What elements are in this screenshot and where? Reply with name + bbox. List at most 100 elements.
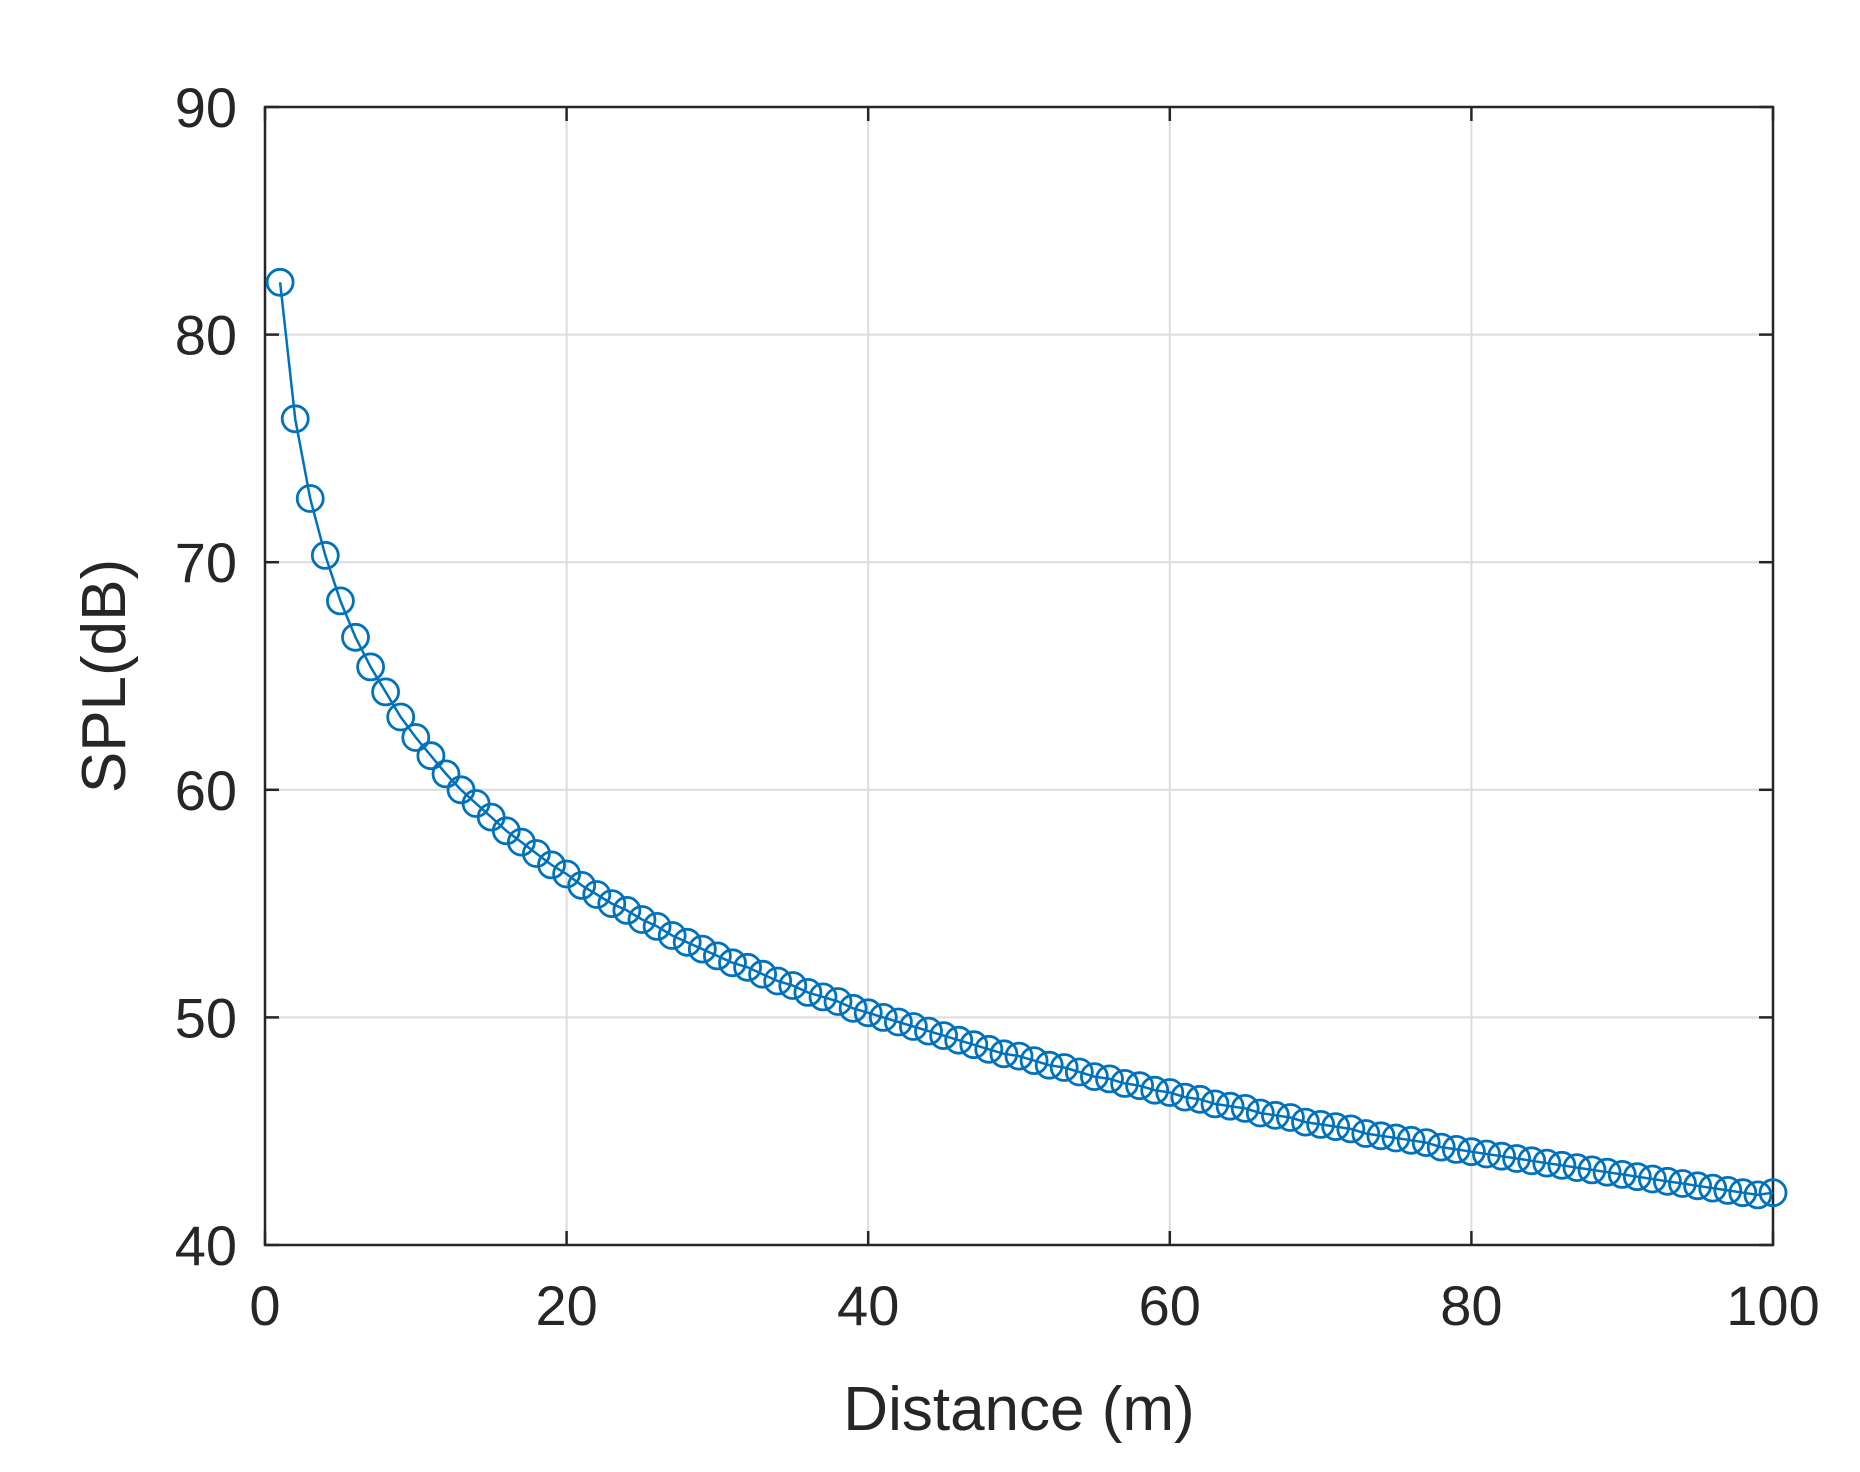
data-point xyxy=(974,1034,1004,1064)
grid-lines xyxy=(265,107,1773,1245)
y-tick-label: 40 xyxy=(175,1214,237,1277)
y-tick-label: 80 xyxy=(175,304,237,367)
y-tick-labels: 40 50 60 70 80 90 xyxy=(175,76,237,1277)
data-point xyxy=(295,484,325,513)
data-point xyxy=(567,871,597,900)
data-point xyxy=(537,850,566,880)
data-point xyxy=(989,1039,1019,1069)
data-point xyxy=(552,859,581,889)
data-point xyxy=(1713,1176,1743,1205)
data-point xyxy=(929,1021,958,1050)
data-point xyxy=(1034,1050,1064,1080)
x-tick-label: 80 xyxy=(1440,1274,1502,1337)
data-point xyxy=(522,839,551,868)
data-point xyxy=(341,622,370,652)
x-tick-label: 100 xyxy=(1726,1274,1819,1337)
y-tick-label: 60 xyxy=(175,759,237,822)
data-point xyxy=(1366,1121,1396,1151)
data-point xyxy=(265,267,295,297)
y-axis-label: SPL(dB) xyxy=(70,559,139,793)
data-point xyxy=(1095,1064,1124,1094)
data-point xyxy=(1728,1178,1758,1208)
data-point xyxy=(1638,1164,1667,1194)
data-point xyxy=(838,993,868,1023)
data-point xyxy=(1441,1135,1471,1164)
data-point xyxy=(763,966,793,996)
data-point xyxy=(1547,1150,1577,1180)
data-point xyxy=(1336,1114,1366,1144)
data-point xyxy=(1170,1082,1200,1112)
data-point xyxy=(1230,1094,1260,1123)
axes-box xyxy=(263,105,1775,1247)
data-point xyxy=(1411,1128,1441,1157)
x-tick-labels: 0 20 40 60 80 100 xyxy=(249,1274,1819,1337)
data-point xyxy=(1110,1069,1139,1098)
data-point xyxy=(1276,1103,1305,1132)
data-point xyxy=(687,934,717,964)
data-point xyxy=(491,816,521,846)
data-point xyxy=(899,1012,928,1041)
x-tick-label: 0 xyxy=(249,1274,280,1337)
data-point xyxy=(1622,1162,1652,1192)
data-point xyxy=(280,404,310,434)
data-point xyxy=(703,941,732,971)
data-point xyxy=(325,586,355,616)
data-point xyxy=(733,952,762,982)
data-point xyxy=(582,880,612,909)
data-point xyxy=(1306,1110,1335,1139)
data-point xyxy=(1064,1057,1094,1087)
data-point xyxy=(884,1007,913,1037)
data-point xyxy=(1140,1075,1170,1105)
data-point xyxy=(597,889,627,918)
data-point xyxy=(1049,1053,1079,1082)
data-point xyxy=(1487,1141,1516,1171)
data-point xyxy=(612,896,642,925)
data-point xyxy=(1245,1098,1275,1128)
data-point xyxy=(1215,1091,1245,1121)
data-point xyxy=(1517,1146,1547,1176)
data-point xyxy=(1653,1166,1682,1196)
data-point xyxy=(1019,1046,1049,1075)
data-point xyxy=(944,1025,974,1055)
data-point xyxy=(657,921,687,950)
data-point xyxy=(868,1003,898,1032)
data-point xyxy=(1291,1107,1320,1137)
data-point xyxy=(853,998,883,1028)
data-point xyxy=(627,905,657,934)
data-point xyxy=(1502,1144,1531,1173)
data-point xyxy=(1396,1125,1426,1155)
data-point xyxy=(1607,1160,1637,1189)
data-point xyxy=(1200,1089,1230,1119)
data-point xyxy=(1125,1071,1154,1101)
data-point xyxy=(1592,1157,1622,1187)
data-point xyxy=(1577,1155,1607,1185)
y-tick-label: 50 xyxy=(175,986,237,1049)
data-point xyxy=(1698,1173,1728,1203)
data-point xyxy=(793,978,823,1007)
plot-area xyxy=(265,267,1788,1210)
data-point xyxy=(672,927,702,957)
data-point xyxy=(310,541,340,570)
data-point xyxy=(823,987,853,1016)
data-point xyxy=(431,759,461,789)
series-line xyxy=(278,282,1774,1197)
x-tick-label: 20 xyxy=(535,1274,597,1337)
data-point xyxy=(1155,1078,1185,1107)
data-point xyxy=(1004,1041,1034,1071)
data-point xyxy=(1185,1084,1215,1114)
data-point xyxy=(416,741,446,771)
data-point xyxy=(642,912,672,941)
data-point xyxy=(1080,1062,1109,1091)
x-axis-label: Distance (m) xyxy=(843,1375,1194,1444)
data-point xyxy=(1532,1148,1562,1178)
x-tick-label: 40 xyxy=(837,1274,899,1337)
x-tick-label: 60 xyxy=(1139,1274,1201,1337)
data-point xyxy=(1261,1100,1290,1130)
data-point xyxy=(507,827,536,857)
data-point xyxy=(1758,1178,1788,1208)
y-tick-label: 90 xyxy=(175,76,237,139)
y-tick-label: 70 xyxy=(175,531,237,594)
data-point xyxy=(371,677,401,707)
data-point xyxy=(386,702,416,732)
